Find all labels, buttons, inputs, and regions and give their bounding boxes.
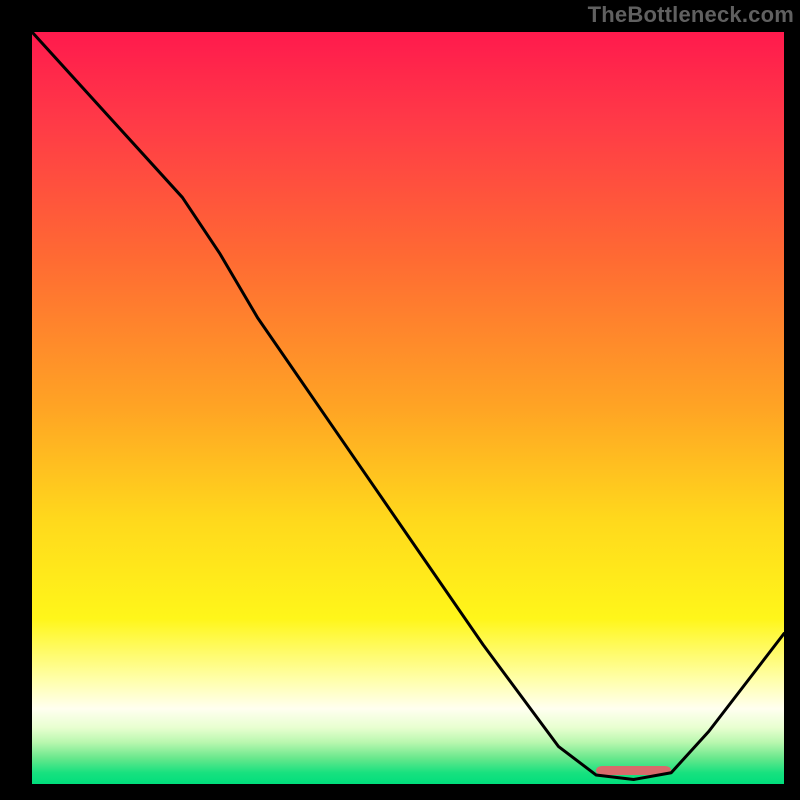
chart-svg: [32, 32, 784, 784]
plot-area: [32, 32, 784, 784]
gradient-background: [32, 32, 784, 784]
chart-frame: TheBottleneck.com: [0, 0, 800, 800]
attribution-text: TheBottleneck.com: [588, 2, 794, 28]
